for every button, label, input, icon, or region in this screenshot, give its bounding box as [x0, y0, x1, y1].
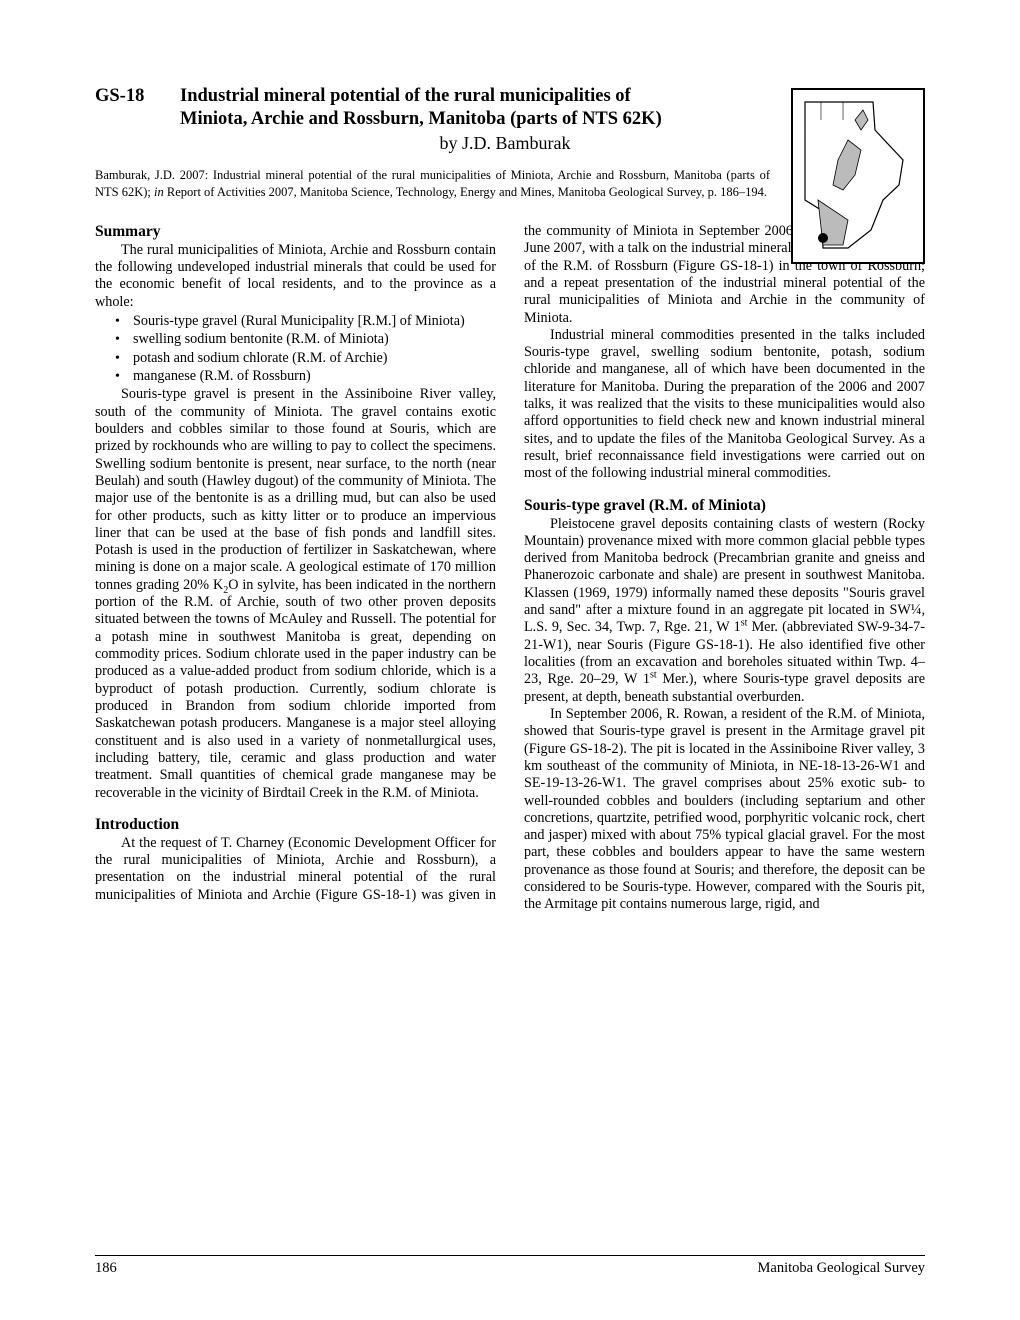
souris-heading: Souris-type gravel (R.M. of Miniota): [524, 497, 925, 516]
summary-p2b: O in sylvite, has been indicated in the …: [95, 577, 496, 801]
footer-source: Manitoba Geological Survey: [757, 1260, 925, 1278]
summary-bullets: Souris-type gravel (Rural Municipality […: [95, 313, 496, 385]
citation-italic: in: [154, 185, 164, 199]
page-number: 186: [95, 1260, 117, 1278]
list-item: manganese (R.M. of Rossburn): [133, 368, 496, 385]
col2-para-2: Industrial mineral commodities presented…: [524, 327, 925, 483]
summary-para-1: The rural municipalities of Miniota, Arc…: [95, 242, 496, 311]
souris-para-2: In September 2006, R. Rowan, a resident …: [524, 706, 925, 914]
page: GS-18Industrial mineral potential of the…: [0, 0, 1020, 1320]
list-item: potash and sodium chlorate (R.M. of Arch…: [133, 350, 496, 367]
souris-p1a: Pleistocene gravel deposits containing c…: [524, 516, 925, 636]
superscript-st-2: st: [650, 670, 657, 681]
col2-continuation: of the R.M. of Rossburn (Figure GS-18-1)…: [524, 258, 925, 327]
body-columns: Summary The rural municipalities of Mini…: [95, 223, 925, 914]
citation-suffix: Report of Activities 2007, Manitoba Scie…: [164, 185, 767, 199]
souris-para-1: Pleistocene gravel deposits containing c…: [524, 516, 925, 706]
summary-heading: Summary: [95, 223, 496, 242]
title-line-1: Industrial mineral potential of the rura…: [180, 86, 631, 106]
list-item: Souris-type gravel (Rural Municipality […: [133, 313, 496, 330]
manitoba-map-icon: [791, 88, 925, 264]
summary-p2a: Souris-type gravel is present in the Ass…: [95, 386, 496, 592]
list-item: swelling sodium bentonite (R.M. of Minio…: [133, 331, 496, 348]
citation: Bamburak, J.D. 2007: Industrial mineral …: [95, 167, 770, 201]
intro-heading: Introduction: [95, 816, 496, 835]
summary-para-2: Souris-type gravel is present in the Ass…: [95, 386, 496, 802]
page-footer: 186 Manitoba Geological Survey: [95, 1255, 925, 1278]
gs-label: GS-18: [95, 85, 180, 108]
